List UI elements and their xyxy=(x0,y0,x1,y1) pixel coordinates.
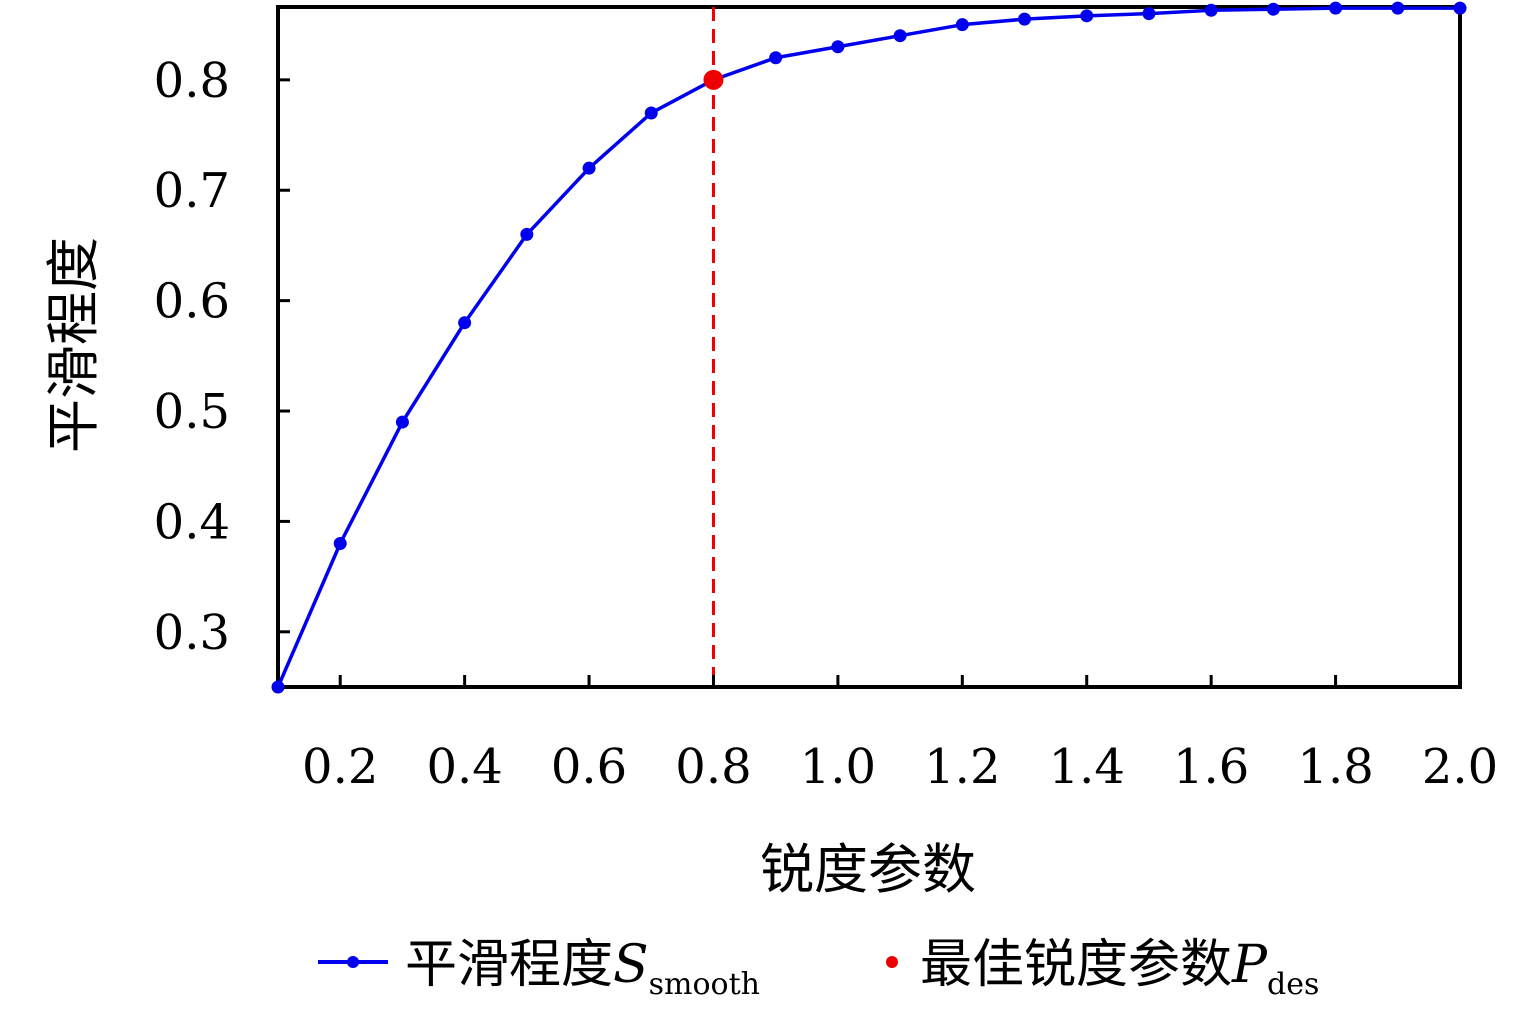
data-point xyxy=(955,18,969,32)
legend-label-smooth: 平滑程度Ssmooth xyxy=(405,935,760,1002)
y-tick-label: 0.5 xyxy=(154,384,230,440)
legend: 平滑程度Ssmooth 最佳锐度参数Pdes xyxy=(318,935,1319,1002)
x-axis-ticks: 0.2 0.4 0.6 0.8 1.0 1.2 1.4 1.6 1.8 2.0 xyxy=(302,675,1498,795)
data-point xyxy=(1453,1,1467,15)
x-tick-label: 1.2 xyxy=(924,739,1000,795)
legend-entry-smooth: 平滑程度Ssmooth xyxy=(318,935,760,1002)
data-point xyxy=(520,227,534,241)
data-point xyxy=(1391,1,1405,15)
x-tick-label: 0.2 xyxy=(302,739,378,795)
legend-label-optimal: 最佳锐度参数Pdes xyxy=(920,935,1319,1002)
data-point xyxy=(1142,7,1156,21)
data-point xyxy=(458,316,472,330)
x-tick-label: 1.4 xyxy=(1049,739,1125,795)
y-tick-label: 0.4 xyxy=(154,494,230,550)
y-axis-title: 平滑程度 xyxy=(42,237,105,453)
x-tick-label: 1.6 xyxy=(1173,739,1249,795)
x-tick-label: 1.8 xyxy=(1297,739,1373,795)
legend-entry-optimal: 最佳锐度参数Pdes xyxy=(886,935,1319,1002)
plot-frame xyxy=(276,5,1462,689)
x-tick-label: 2.0 xyxy=(1422,739,1498,795)
y-tick-label: 0.7 xyxy=(154,163,230,219)
legend-optimal-swatch xyxy=(886,956,898,968)
data-point xyxy=(271,680,285,694)
data-point xyxy=(1329,1,1343,15)
y-tick-label: 0.6 xyxy=(154,274,230,330)
data-point xyxy=(1080,9,1094,23)
x-tick-label: 0.6 xyxy=(551,739,627,795)
plot-area xyxy=(271,1,1467,694)
x-tick-label: 0.8 xyxy=(675,739,751,795)
data-point xyxy=(582,161,596,175)
data-point xyxy=(831,40,845,54)
data-point xyxy=(1266,2,1280,16)
optimal-point xyxy=(703,69,724,90)
x-tick-label: 0.4 xyxy=(426,739,502,795)
y-axis-ticks: 0.3 0.4 0.5 0.6 0.7 0.8 xyxy=(154,53,290,661)
x-tick-label: 1.0 xyxy=(800,739,876,795)
data-point xyxy=(1018,12,1032,26)
data-point xyxy=(769,51,783,65)
data-point xyxy=(333,536,347,550)
y-tick-label: 0.8 xyxy=(154,53,230,109)
data-point xyxy=(395,415,409,429)
data-point xyxy=(893,29,907,43)
y-tick-label: 0.3 xyxy=(154,605,230,661)
data-point xyxy=(644,106,658,120)
series-line xyxy=(276,6,1460,688)
x-axis-title: 锐度参数 xyxy=(760,838,976,901)
legend-marker-swatch xyxy=(347,956,359,968)
data-point xyxy=(1204,3,1218,17)
